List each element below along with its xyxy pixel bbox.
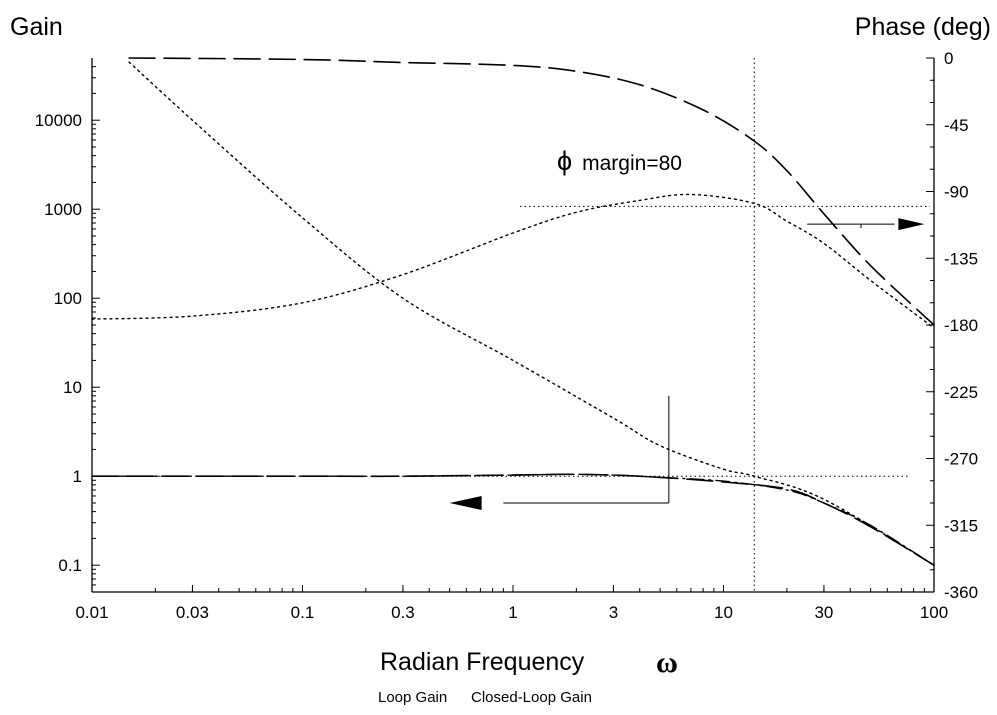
ticks: 0.01 0.03 0.1 0.3 1 3 10 30 100 0.1 1 10 100 1000 1000… (35, 49, 978, 622)
phase-margin-label: ϕ margin=80 (557, 146, 682, 176)
x-tick-label: 0.01 (75, 603, 108, 622)
x-axis-title: Radian Frequency (380, 648, 585, 676)
y-left-tick-label: 1000 (44, 200, 82, 219)
legend: Loop Gain Closed-Loop Gain (378, 689, 592, 706)
closed-loop-gain-line (91, 473, 935, 566)
axes (91, 58, 935, 593)
y-right-tick-label: -360 (944, 583, 978, 602)
y-left-tick-label: 1 (73, 467, 82, 486)
y-left-tick-label: 10000 (35, 111, 82, 130)
y-right-tick-label: 0 (944, 49, 953, 68)
y-right-tick-label: -135 (944, 249, 978, 268)
series-4-right-line (128, 57, 935, 326)
y-right-title: Phase (deg) (855, 13, 991, 41)
phase-margin-text: margin=80 (582, 152, 682, 175)
phi-symbol: ϕ (557, 146, 572, 176)
series-5-right-line (91, 193, 935, 329)
x-tick-label: 100 (920, 603, 948, 622)
y-right-tick-label: -315 (944, 516, 978, 535)
omega-symbol: ω (656, 646, 678, 679)
x-tick-label: 0.03 (176, 603, 209, 622)
x-tick-label: 0.3 (391, 603, 415, 622)
x-tick-label: 3 (609, 603, 618, 622)
gain-axis-arrowhead (449, 496, 482, 510)
x-axis-title-text: Radian Frequency (380, 648, 585, 676)
x-tick-label: 1 (508, 603, 517, 622)
y-left-tick-label: 10 (63, 378, 82, 397)
y-left-tick-label: 100 (54, 289, 82, 308)
x-tick-label: 0.1 (291, 603, 315, 622)
series-group (91, 57, 935, 566)
y-left-tick-label: 0.1 (58, 556, 82, 575)
legend-item-loop-gain: Loop Gain (378, 689, 447, 706)
y-right-tick-label: -180 (944, 316, 978, 335)
y-right-tick-label: -270 (944, 450, 978, 469)
arrow-annotations (449, 218, 925, 510)
series-3-left-line (91, 473, 935, 566)
y-left-title: Gain (10, 13, 63, 41)
legend-item-closed-loop-gain: Closed-Loop Gain (471, 689, 592, 706)
reference-lines (105, 58, 930, 592)
x-tick-label: 30 (814, 603, 833, 622)
y-right-tick-label: -45 (944, 116, 969, 135)
x-tick-label: 10 (714, 603, 733, 622)
y-right-tick-label: -90 (944, 183, 969, 202)
y-right-tick-label: -225 (944, 383, 978, 402)
loop-gain-line (128, 61, 935, 566)
phase-axis-arrowhead (898, 218, 925, 231)
